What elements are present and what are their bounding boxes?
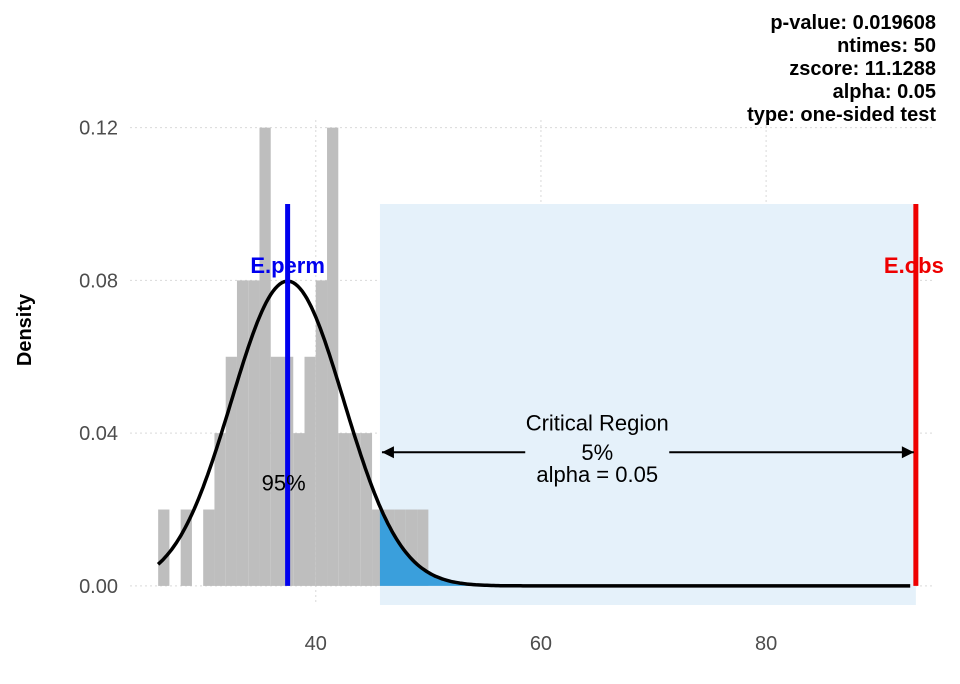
y-tick-label: 0.00 <box>79 576 118 598</box>
e-perm-label: E.perm <box>250 253 325 278</box>
critical-region <box>379 204 916 605</box>
y-tick-label: 0.04 <box>79 423 118 445</box>
p-value-text: p-value: 0.019608 <box>770 12 936 34</box>
histogram-bar <box>304 356 316 586</box>
reference-lines <box>285 204 919 586</box>
histogram-bar <box>225 356 237 586</box>
y-tick-label: 0.12 <box>79 118 118 140</box>
histogram-bar <box>259 127 271 586</box>
histogram-bar <box>236 280 249 586</box>
critical-region-title: Critical Region <box>526 410 669 435</box>
tail-area <box>379 506 916 586</box>
critical-region-band <box>379 204 916 605</box>
x-tick-label: 40 <box>305 633 327 655</box>
alpha-text: alpha: 0.05 <box>832 81 936 103</box>
x-tick-label: 80 <box>755 633 777 655</box>
y-tick-label: 0.08 <box>79 270 118 292</box>
y-axis-label: Density <box>14 293 36 366</box>
density-curve <box>156 279 911 588</box>
histogram-bar <box>338 433 350 586</box>
histogram-bar <box>405 509 418 586</box>
arrow-left-head <box>381 446 394 459</box>
stats-panel: p-value: 0.019608 ntimes: 50 zscore: 11.… <box>747 12 936 127</box>
histogram-bar <box>270 356 282 586</box>
histogram-bar <box>349 433 361 586</box>
histogram-bar <box>417 509 429 586</box>
e-obs-label: E.obs <box>884 253 944 278</box>
axes: 0.00 0.04 0.08 0.12 40 60 80 <box>79 118 777 655</box>
x-tick-label: 60 <box>530 633 552 655</box>
histogram-bar <box>214 433 226 586</box>
histogram-bar <box>158 509 170 586</box>
center-percent-label: 95% <box>262 470 306 495</box>
zscore-text: zscore: 11.1288 <box>789 58 936 80</box>
histogram-bar <box>203 509 215 586</box>
histogram-bar <box>372 509 384 586</box>
critical-region-alpha: alpha = 0.05 <box>536 462 658 487</box>
test-type-text: type: one-sided test <box>747 104 936 126</box>
ntimes-text: ntimes: 50 <box>837 35 936 57</box>
arrow-right-head <box>901 446 914 459</box>
histogram-bar <box>327 127 339 586</box>
annotations: Critical Region 5%alpha = 0.05 95% E.perm E.… <box>250 253 943 496</box>
histogram-bar <box>293 433 305 586</box>
histogram-bar <box>248 280 260 586</box>
histogram-bar <box>360 433 373 586</box>
histogram-bar <box>315 280 328 586</box>
critical-region-percent: 5% <box>581 440 613 465</box>
normal-curve <box>156 279 911 588</box>
label-background <box>525 442 670 465</box>
histogram-bar <box>180 509 192 586</box>
tail-area-fill <box>379 506 916 586</box>
